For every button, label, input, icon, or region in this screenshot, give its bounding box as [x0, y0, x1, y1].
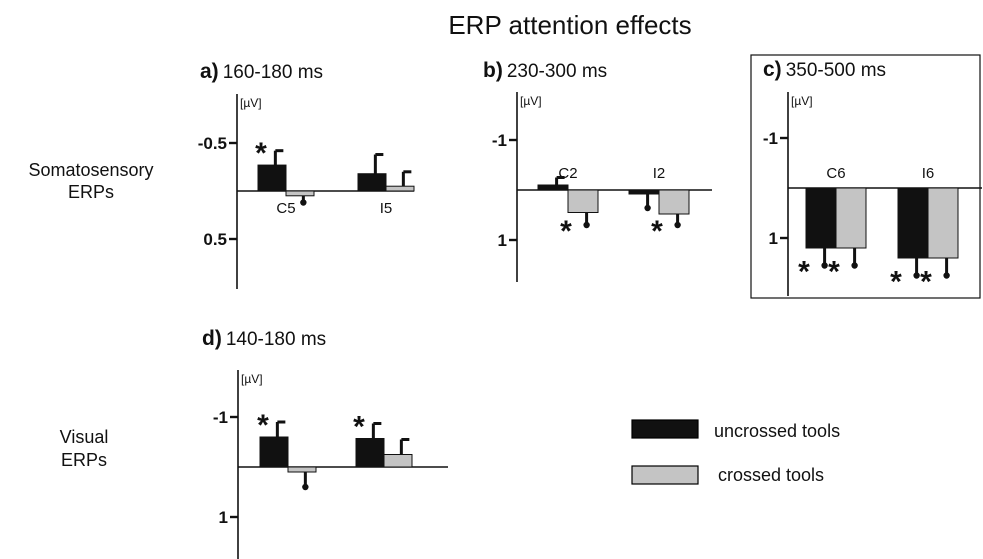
- significance-star-uncrossed: *: [798, 256, 810, 289]
- panel-title: d) 140-180 ms: [202, 327, 326, 350]
- row-label-somatosensory-line2: ERPs: [68, 182, 114, 202]
- error-cap-crossed: [583, 221, 590, 229]
- error-cap-crossed: [943, 272, 950, 279]
- error-cap-uncrossed: [644, 204, 651, 212]
- category-label: I2: [653, 165, 666, 182]
- legend-swatch-crossed: [631, 465, 699, 485]
- significance-star-crossed: *: [828, 256, 840, 289]
- category-label: C2: [558, 165, 577, 182]
- row-label-somatosensory-line1: Somatosensory: [28, 160, 153, 180]
- y-tick-label: 1: [219, 508, 228, 527]
- figure-title: ERP attention effects: [448, 10, 691, 40]
- bar-crossed: [927, 187, 959, 259]
- category-label: C5: [276, 200, 295, 217]
- category-label: I6: [922, 165, 935, 182]
- legend: uncrossed tools crossed tools: [631, 419, 840, 485]
- significance-star-uncrossed: *: [255, 137, 267, 170]
- significance-star-crossed: *: [651, 215, 663, 248]
- bar-uncrossed: [355, 438, 385, 468]
- bar-crossed: [285, 190, 315, 197]
- error-cap-crossed: [300, 199, 307, 206]
- panel-letter: c): [763, 58, 782, 81]
- bar-uncrossed: [257, 164, 287, 192]
- y-tick-label: 1: [498, 231, 507, 250]
- panel-time-window: 230-300 ms: [507, 61, 607, 82]
- bar-crossed: [835, 187, 867, 249]
- y-tick-label: 0.5: [203, 230, 227, 249]
- chart-panel-d: d) 140-180 ms [µV] -1 1 * *: [202, 327, 448, 559]
- legend-swatch-uncrossed: [631, 419, 699, 439]
- error-cap-uncrossed: [913, 272, 920, 279]
- bar-crossed: [287, 466, 317, 473]
- error-cap-crossed: [674, 221, 681, 229]
- y-tick-label: -1: [492, 131, 507, 150]
- bar-crossed: [385, 185, 415, 192]
- significance-star-uncrossed: *: [353, 411, 365, 444]
- legend-label-uncrossed: uncrossed tools: [714, 421, 840, 441]
- panel-letter: b): [483, 59, 503, 82]
- category-label: I5: [380, 200, 393, 217]
- panel-title: a) 160-180 ms: [200, 60, 323, 83]
- bar-uncrossed: [357, 173, 387, 192]
- unit-label: [µV]: [241, 372, 263, 386]
- significance-star-crossed: *: [920, 266, 932, 299]
- significance-star-crossed: *: [560, 215, 572, 248]
- panel-time-window: 140-180 ms: [226, 329, 326, 350]
- y-tick-label: -1: [763, 129, 778, 148]
- bar-crossed: [383, 454, 413, 468]
- bar-crossed: [658, 189, 690, 215]
- panel-title: b) 230-300 ms: [483, 59, 607, 82]
- chart-panel-b: b) 230-300 ms [µV] -1 1 * C2 * I2: [483, 59, 712, 282]
- panel-title: c) 350-500 ms: [763, 58, 886, 81]
- panel-time-window: 350-500 ms: [786, 60, 886, 81]
- significance-star-uncrossed: *: [890, 266, 902, 299]
- error-cap-crossed: [302, 483, 309, 491]
- bar-crossed: [567, 189, 599, 213]
- panel-time-window: 160-180 ms: [223, 62, 323, 83]
- chart-panel-c: c) 350-500 ms [µV] -1 1 * * C6 * * I6: [750, 54, 982, 299]
- y-tick-label: -0.5: [198, 134, 227, 153]
- bar-uncrossed: [628, 189, 660, 195]
- chart-panel-a: a) 160-180 ms [µV] -0.5 0.5 * C5 I5: [198, 60, 415, 289]
- legend-label-crossed: crossed tools: [718, 465, 824, 485]
- chart-panels: a) 160-180 ms [µV] -0.5 0.5 * C5 I5 b) 230-300 ms…: [198, 54, 982, 559]
- panel-letter: d): [202, 327, 222, 350]
- significance-star-uncrossed: *: [257, 409, 269, 442]
- bar-uncrossed: [805, 187, 837, 249]
- row-label-visual-line1: Visual: [60, 427, 109, 447]
- panel-letter: a): [200, 60, 219, 83]
- row-label-visual-line2: ERPs: [61, 450, 107, 470]
- bar-uncrossed: [897, 187, 929, 259]
- error-cap-crossed: [851, 262, 858, 269]
- category-label: C6: [826, 165, 845, 182]
- bar-uncrossed: [259, 436, 289, 468]
- y-tick-label: 1: [769, 229, 778, 248]
- unit-label: [µV]: [520, 94, 542, 108]
- y-tick-label: -1: [213, 408, 228, 427]
- unit-label: [µV]: [791, 94, 813, 108]
- panel-frame: [750, 54, 981, 299]
- bar-uncrossed: [537, 184, 569, 191]
- error-cap-uncrossed: [821, 262, 828, 269]
- unit-label: [µV]: [240, 96, 262, 110]
